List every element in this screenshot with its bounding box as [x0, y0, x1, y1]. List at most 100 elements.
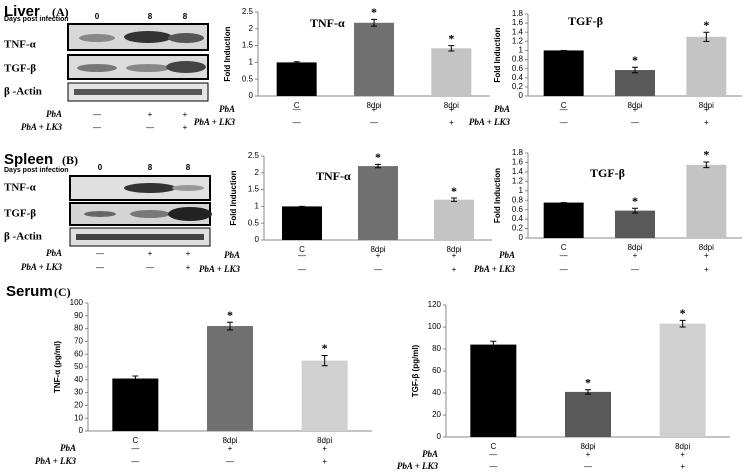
treatment-label: PbA	[46, 109, 62, 119]
treatment-sign: +	[322, 457, 327, 466]
x-tick-label: 8dpi	[444, 101, 459, 110]
x-tick-label: 8dpi	[627, 101, 642, 110]
treatment-sign: —	[631, 118, 639, 127]
y-tick-label: 0.8	[512, 195, 524, 204]
significance-mark: *	[585, 375, 591, 389]
y-tick-label: 1.2	[512, 36, 524, 45]
y-tick-label: 10	[74, 413, 83, 422]
treatment-label: PbA + LK3	[469, 117, 511, 127]
treatment-sign: —	[374, 265, 382, 274]
treatment-sign: —	[146, 123, 154, 132]
treatment-label: PbA + LK3	[474, 264, 516, 274]
y-tick-label: 1	[249, 58, 254, 67]
treatment-label: PbA + LK3	[397, 461, 439, 471]
bar	[207, 326, 253, 431]
y-tick-label: 80	[432, 344, 441, 353]
significance-mark: *	[451, 184, 457, 198]
treatment-sign: —	[489, 450, 497, 459]
treatment-sign: +	[680, 450, 685, 459]
error-bar	[703, 31, 710, 42]
band	[166, 61, 206, 73]
section-title: Spleen	[4, 151, 53, 168]
y-tick-label: 0	[79, 426, 84, 435]
bar	[543, 202, 584, 238]
lane-label: 8	[186, 163, 191, 172]
bar	[543, 50, 584, 96]
x-tick-label: 8dpi	[366, 101, 381, 110]
treatment-sign: —	[560, 118, 568, 127]
bar	[686, 36, 727, 96]
lane-label: 8	[183, 12, 188, 21]
chart-title: TNF-α	[316, 169, 351, 183]
treatment-sign: +	[704, 265, 709, 274]
error-bar	[585, 389, 591, 395]
blot-row-label: TNF-α	[4, 39, 37, 51]
treatment-sign: +	[633, 251, 638, 260]
y-tick-label: 0	[519, 233, 524, 242]
y-tick-label: 1.5	[242, 41, 254, 50]
treatment-sign: +	[680, 462, 685, 471]
treatment-label: PbA	[60, 443, 76, 453]
treatment-sign: +	[322, 444, 327, 453]
y-tick-label: 40	[74, 375, 83, 384]
y-tick-label: 1.6	[512, 18, 524, 27]
treatment-sign: +	[449, 105, 454, 114]
y-tick-label: 1.8	[512, 9, 524, 18]
x-tick-label: 8dpi	[699, 101, 714, 110]
error-bar	[132, 375, 139, 382]
band	[84, 211, 116, 217]
treatment-sign: +	[372, 105, 377, 114]
band	[77, 64, 117, 72]
y-tick-label: 0.5	[242, 74, 254, 83]
error-bar	[632, 207, 638, 214]
treatment-sign: —	[226, 457, 234, 466]
treatment-label: PbA	[422, 449, 438, 459]
bar	[282, 206, 322, 240]
y-tick-label: 20	[74, 401, 83, 410]
y-tick-label: 100	[428, 322, 442, 331]
section-title: Liver	[4, 3, 40, 20]
treatment-sign: —	[93, 110, 101, 119]
x-tick-label: 8dpi	[580, 442, 595, 451]
y-tick-label: 30	[74, 388, 83, 397]
y-tick-label: 1.8	[512, 148, 524, 157]
significance-mark: *	[703, 18, 709, 32]
x-tick-label: C	[299, 245, 305, 254]
treatment-sign: +	[452, 251, 457, 260]
y-axis-label: Fold Induction	[223, 26, 232, 81]
x-tick-label: C	[294, 101, 300, 110]
y-axis-label: Fold Induction	[229, 170, 238, 225]
error-bar	[375, 163, 381, 169]
y-tick-label: 0	[249, 91, 254, 100]
treatment-sign: —	[298, 251, 306, 260]
blot-row-label: TGF-β	[4, 63, 36, 75]
treatment-label: PbA + LK3	[194, 117, 236, 127]
treatment-sign: +	[449, 118, 454, 127]
bar	[686, 164, 727, 238]
blot-row-label: β -Actin	[4, 86, 42, 98]
error-bar	[321, 354, 328, 367]
y-tick-label: 1.2	[512, 176, 524, 185]
treatment-sign: —	[631, 265, 639, 274]
treatment-sign: —	[131, 457, 139, 466]
bar	[358, 166, 398, 240]
significance-mark: *	[680, 306, 686, 320]
y-tick-label: 60	[74, 349, 83, 358]
treatment-sign: —	[584, 462, 592, 471]
band	[126, 64, 170, 72]
significance-mark: *	[632, 53, 638, 67]
treatment-label: PbA + LK3	[199, 264, 241, 274]
treatment-sign: +	[148, 110, 153, 119]
x-tick-label: 8dpi	[317, 436, 332, 445]
y-tick-label: 0.4	[512, 73, 524, 82]
treatment-sign: —	[370, 118, 378, 127]
bar	[112, 378, 159, 431]
band	[124, 31, 172, 43]
x-tick-label: C	[132, 436, 138, 445]
treatment-sign: —	[560, 265, 568, 274]
y-tick-label: 2	[255, 168, 260, 177]
y-tick-label: 120	[428, 300, 442, 309]
y-tick-label: 0.6	[512, 205, 524, 214]
y-tick-label: 1	[519, 46, 524, 55]
